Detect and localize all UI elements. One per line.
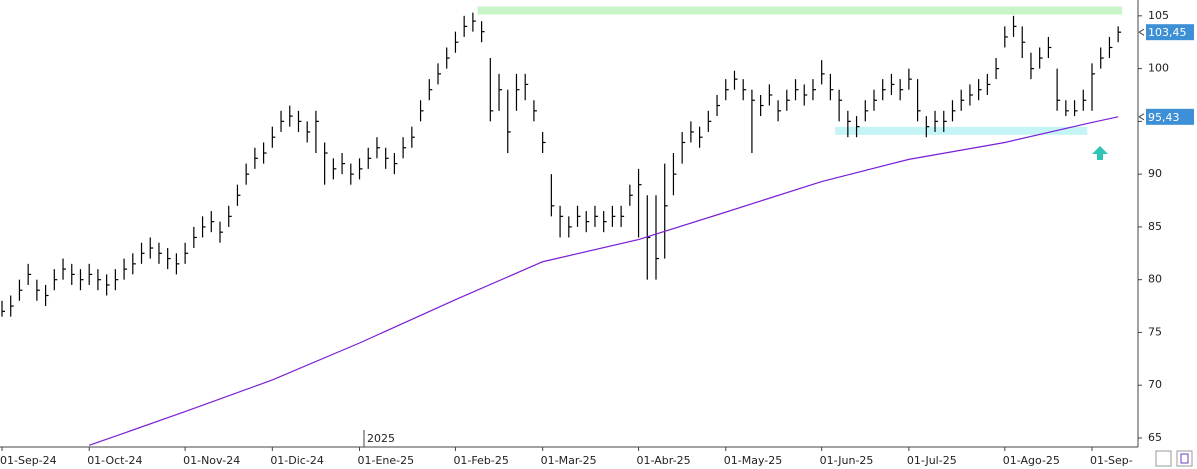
level-band: [835, 126, 1088, 135]
y-tick-label: 75: [1148, 325, 1162, 338]
save-button[interactable]: [1176, 450, 1193, 467]
x-tick-label: 01-Nov-24: [183, 454, 240, 467]
y-tick-label: 90: [1148, 167, 1162, 180]
y-tick-label: 80: [1148, 273, 1162, 286]
x-tick-label: 01-Ene-25: [358, 454, 415, 467]
tool-button[interactable]: [1155, 450, 1172, 467]
x-tick-label: 01-Jun-25: [820, 454, 874, 467]
year-label: 2025: [367, 432, 395, 445]
price-tag-label: 103,45: [1148, 26, 1187, 39]
y-tick-label: 85: [1148, 220, 1162, 233]
moving-average-line: [89, 116, 1119, 446]
x-tick-label: 01-Sep-: [1090, 454, 1133, 467]
x-tick-label: 01-Sep-24: [0, 454, 57, 467]
y-tick-label: 100: [1148, 62, 1169, 75]
save-icon: [1180, 453, 1189, 464]
plot-area: [1, 6, 1123, 446]
x-tick-label: 01-Jul-25: [907, 454, 957, 467]
x-tick-label: 01-Ago-25: [1003, 454, 1060, 467]
x-tick-label: 01-Oct-24: [87, 454, 142, 467]
price-tag: [1146, 108, 1194, 125]
x-tick-label: 01-Feb-25: [453, 454, 508, 467]
price-tag: [1146, 24, 1194, 41]
y-tick-label: 70: [1148, 378, 1162, 391]
x-tick-label: 01-Abr-25: [637, 454, 691, 467]
y-tick-label: 65: [1148, 431, 1162, 444]
x-tick-label: 01-Dic-24: [270, 454, 324, 467]
price-pointer: [1138, 113, 1145, 121]
x-tick-label: 01-Mar-25: [541, 454, 597, 467]
x-tick-label: 01-May-25: [724, 454, 782, 467]
level-band: [477, 6, 1123, 15]
y-tick-label: 105: [1148, 9, 1169, 22]
up-arrow: [1092, 146, 1108, 160]
price-pointer: [1138, 28, 1145, 36]
price-tag-label: 95,43: [1148, 111, 1180, 124]
